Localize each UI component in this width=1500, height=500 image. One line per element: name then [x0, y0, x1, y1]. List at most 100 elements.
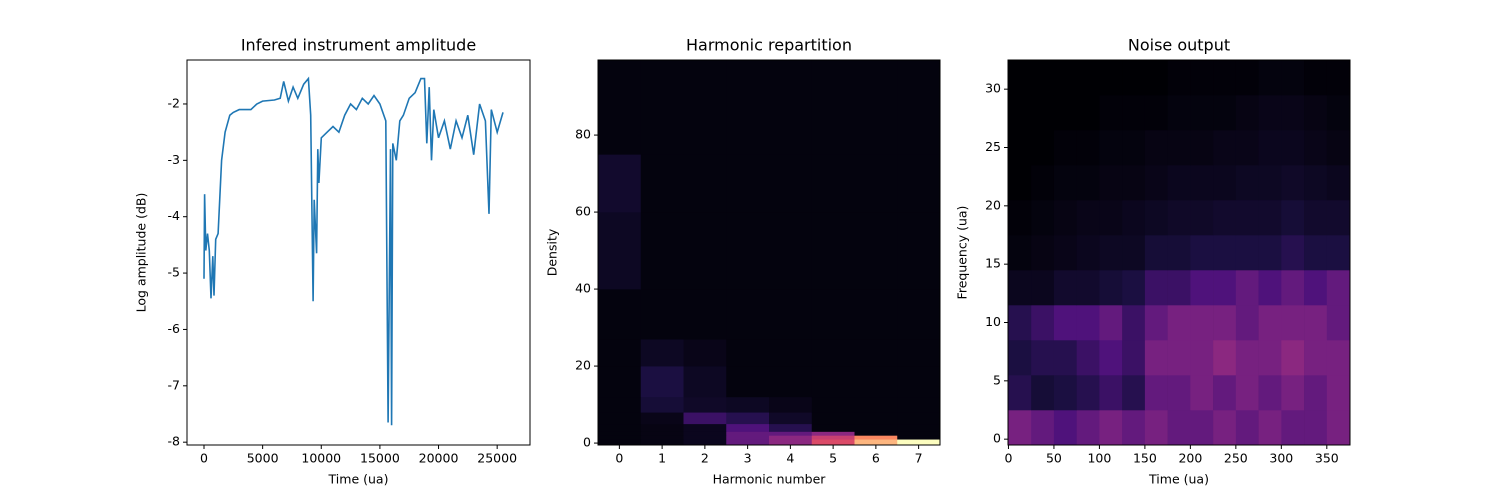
heat-cell: [1167, 200, 1191, 236]
heat-cell: [726, 339, 770, 367]
heat-cell: [640, 60, 684, 155]
axes-frame: [186, 59, 531, 446]
heat-cell: [1326, 410, 1351, 446]
heat-cell: [1144, 410, 1168, 446]
heat-cell: [1258, 200, 1282, 236]
x-tick-label: 3: [744, 451, 752, 466]
heat-cell: [811, 212, 855, 290]
heat-cell: [1281, 130, 1305, 166]
heat-cell: [811, 339, 855, 367]
heat-cell: [1326, 340, 1351, 376]
heat-cell: [1076, 130, 1100, 166]
heat-cell: [1122, 305, 1146, 341]
heat-cell: [1167, 305, 1191, 341]
heat-cell: [1258, 270, 1282, 306]
heat-cell: [1190, 60, 1214, 96]
heat-cell: [1258, 235, 1282, 271]
heat-cell: [854, 366, 898, 398]
y-tick-label: -6: [168, 321, 181, 336]
heat-cell: [683, 431, 727, 436]
heat-cell: [769, 423, 813, 432]
heat-cell: [1076, 60, 1100, 96]
heat-cell: [1076, 375, 1100, 411]
heat-cell: [1122, 235, 1146, 271]
heat-cell: [683, 412, 727, 425]
heat-cell: [683, 60, 727, 155]
heat-cell: [769, 60, 813, 155]
heat-cell: [683, 423, 727, 432]
heat-cell: [897, 431, 941, 436]
heat-cell: [1144, 305, 1168, 341]
heat-cell: [1008, 375, 1032, 411]
heat-cell: [1304, 60, 1328, 96]
heat-cell: [1304, 340, 1328, 376]
heat-cell: [1190, 95, 1214, 131]
subplot: 0 1 2 3 4 5 6 7 0 20 40 60 80 Harmonic repartition Har…: [545, 36, 941, 487]
heat-cell: [598, 412, 642, 425]
heat-cell: [683, 154, 727, 213]
heat-cell: [854, 435, 898, 440]
y-tick-label: 20: [985, 197, 1001, 212]
heat-cell: [1167, 375, 1191, 411]
heat-cell: [1053, 95, 1077, 131]
y-tick-label: 15: [985, 256, 1001, 271]
heat-cell: [1213, 410, 1237, 446]
heat-cell: [811, 412, 855, 425]
heat-cell: [1008, 410, 1032, 446]
heat-cell: [897, 212, 941, 290]
x-tick-label: 6: [872, 451, 880, 466]
heat-cell: [1031, 200, 1055, 236]
heat-cell: [1190, 375, 1214, 411]
heat-cell: [1008, 270, 1032, 306]
heat-cell: [1144, 200, 1168, 236]
x-tick-label: 0: [1004, 451, 1012, 466]
heat-cell: [769, 439, 813, 446]
y-tick-label: -7: [168, 377, 180, 392]
heat-cell: [1235, 200, 1259, 236]
heat-cell: [726, 412, 770, 425]
heat-cell: [1258, 305, 1282, 341]
heat-cell: [854, 60, 898, 155]
heat-cell: [683, 339, 727, 367]
heat-cell: [683, 289, 727, 340]
heat-cell: [1053, 130, 1077, 166]
heat-cell: [1258, 95, 1282, 131]
heat-cell: [1190, 165, 1214, 201]
heat-cell: [769, 339, 813, 367]
x-axis-label: Time (ua): [328, 472, 389, 487]
heat-cell: [598, 60, 642, 155]
heat-cell: [1281, 235, 1305, 271]
heat-cell: [897, 366, 941, 398]
heat-cell: [897, 439, 941, 446]
heat-cell: [1213, 305, 1237, 341]
heat-cell: [1053, 375, 1077, 411]
heat-cell: [1099, 270, 1123, 306]
heat-cell: [640, 412, 684, 425]
heat-cell: [1281, 340, 1305, 376]
heat-cell: [811, 289, 855, 340]
heat-cell: [897, 60, 941, 155]
heat-cell: [1235, 340, 1259, 376]
heat-cell: [1190, 235, 1214, 271]
x-tick-label: 15000: [360, 451, 400, 466]
heat-cell: [1235, 410, 1259, 446]
heat-cell: [683, 435, 727, 440]
heat-cell: [1122, 270, 1146, 306]
heat-cell: [769, 431, 813, 436]
heat-cell: [726, 289, 770, 340]
heat-cell: [769, 289, 813, 340]
heat-cell: [854, 212, 898, 290]
heat-cell: [1167, 95, 1191, 131]
heat-cell: [1031, 410, 1055, 446]
heat-cell: [769, 212, 813, 290]
heat-cell: [640, 154, 684, 213]
y-tick-label: -4: [168, 208, 181, 223]
y-tick-label: 0: [993, 431, 1001, 446]
heat-cell: [640, 339, 684, 367]
y-tick-label: 80: [575, 127, 591, 142]
heat-cell: [1258, 165, 1282, 201]
heat-cell: [1190, 130, 1214, 166]
heat-cell: [726, 396, 770, 413]
x-tick-label: 5000: [247, 451, 279, 466]
